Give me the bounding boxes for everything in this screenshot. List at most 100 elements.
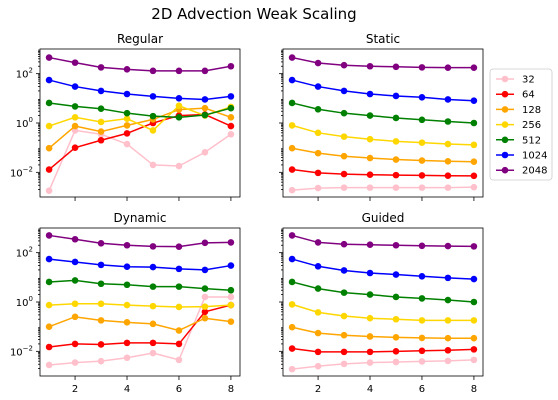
panel-guided-series-256-point [444,317,452,324]
panel-dynamic-series-128-point [227,318,235,325]
panel-dynamic-series-512-line [49,279,231,291]
panel-regular-series-32-line [48,129,232,191]
panel-dynamic-series-32-point [227,293,235,301]
panel-regular: Regular 10−2 100 102 [10,32,241,201]
legend-entry-256: 256 [496,120,541,131]
panel-dynamic-series-1024-point [97,261,105,269]
panel-static-series-32-point [314,184,322,192]
panel-dynamic-series-2048-point [71,235,79,243]
legend-label: 256 [522,120,541,131]
panels: Regular 10−2 100 102 Static Dynamic 10−2 100 102… [10,32,484,395]
panel-guided-series-2048-point [418,242,426,250]
legend-swatch-marker [501,106,509,113]
panel-static-series-32-point [340,184,348,191]
panel-regular-series-64 [45,111,235,173]
panel-dynamic-series-1024-point [71,258,79,266]
panel-dynamic-series-128 [45,313,235,334]
panel-static-series-512-point [444,118,452,125]
panel-static-series-256-line [291,124,474,146]
panel-dynamic-series-256-point [97,300,105,308]
panel-guided-plot-area [288,232,478,373]
panel-static-series-32-point [366,184,374,191]
panel-dynamic-series-128-point [123,319,131,326]
panel-guided-series-1024-point [470,275,478,283]
panel-static-series-2048-point [288,54,296,61]
panel-dynamic-series-64-point [149,339,157,347]
panel-regular-series-1024 [45,76,235,103]
panel-guided-series-2048-point [366,241,374,249]
panel-static-series-64-point [288,166,296,173]
panel-static-series-128-point [418,157,426,164]
panel-regular-series-2048-point [97,64,105,71]
legend-label: 32 [522,75,535,86]
panel-dynamic-series-64-point [97,341,105,348]
panel-regular-series-256 [45,102,235,134]
panel-guided-series-1024-point [444,274,452,282]
panel-static-series-128 [288,144,478,165]
panel-dynamic-ytick-label: 100 [16,295,33,309]
panel-static-series-512-point [340,109,348,117]
panel-dynamic-series-32-point [149,349,157,357]
panel-dynamic-series-512-point [97,280,105,288]
panel-regular-series-64-point [71,144,79,151]
panel-guided-series-64-point [392,348,400,355]
panel-static-series-128-point [340,152,348,160]
panel-regular-series-64-point [97,136,105,144]
panel-static-series-256-point [340,133,348,140]
panel-dynamic-series-2048-point [97,239,105,247]
panel-guided-title: Guided [362,211,405,225]
panel-regular-series-64-point [123,130,131,137]
panel-guided-series-32-point [470,356,478,364]
panel-regular-series-128-point [227,114,235,121]
panel-static-series-256-point [418,139,426,146]
panel-guided-series-128-point [470,334,478,342]
panel-guided-series-1024-point [418,273,426,280]
panel-static-series-512-point [314,105,322,113]
panel-regular-series-32-point [175,162,183,170]
panel-static-series-32-point [418,184,426,191]
panel-static-series-128-line [291,147,474,163]
panel-guided-series-512-point [470,298,478,306]
panel-guided-series-512-point [444,296,452,304]
panel-static-series-256-point [288,122,296,129]
panel-dynamic-series-2048-point [201,239,209,247]
panel-dynamic-series-512 [45,277,235,294]
panel-guided-series-32-point [340,360,348,368]
panel-static-series-2048-line [291,56,474,69]
legend-label: 1024 [522,151,547,162]
panel-dynamic-title: Dynamic [114,211,167,225]
panel-guided-series-32-point [392,358,400,366]
panel-regular-series-2048-point [123,66,131,73]
panel-dynamic-series-256 [45,300,235,311]
panel-guided-series-2048-line [291,234,474,248]
panel-dynamic-xtick-label: 2 [72,384,78,395]
panel-regular-series-256-point [71,114,79,121]
panel-static-plot-area [288,54,478,194]
panel-guided-series-2048-point [314,239,322,246]
panel-static-series-2048-point [444,64,452,71]
panel-dynamic-series-1024-point [227,262,235,269]
figure-title: 2D Advection Weak Scaling [151,5,356,23]
panel-regular-series-2048-point [227,62,235,70]
panel-static-series-128-point [444,158,452,165]
panel-guided-series-32-point [314,362,322,370]
panel-regular-series-1024-point [71,83,79,90]
panel-static-series-256-point [470,141,478,149]
panel-static-series-512-point [392,114,400,122]
panel-static-series-32-line [292,186,474,191]
panel-static-series-256 [288,122,478,149]
panel-guided-series-512-line [291,281,474,303]
panel-guided-series-512 [288,278,478,306]
panel-guided-series-128-point [418,334,426,342]
panel-regular-series-64-point [227,122,235,130]
panel-guided-series-32-point [444,357,452,365]
panel-regular-series-512-point [123,109,131,117]
panel-dynamic-series-32-point [201,293,209,301]
legend: 32 64 128 256 512 1024 2048 [489,68,553,181]
panel-guided-series-1024-point [392,271,400,278]
panel-regular-series-64-point [45,166,53,173]
panel-regular-title: Regular [117,32,163,46]
panel-guided-series-2048-point [444,242,452,250]
panel-regular-series-512-point [45,99,53,107]
panel-regular-series-256-point [123,115,131,122]
